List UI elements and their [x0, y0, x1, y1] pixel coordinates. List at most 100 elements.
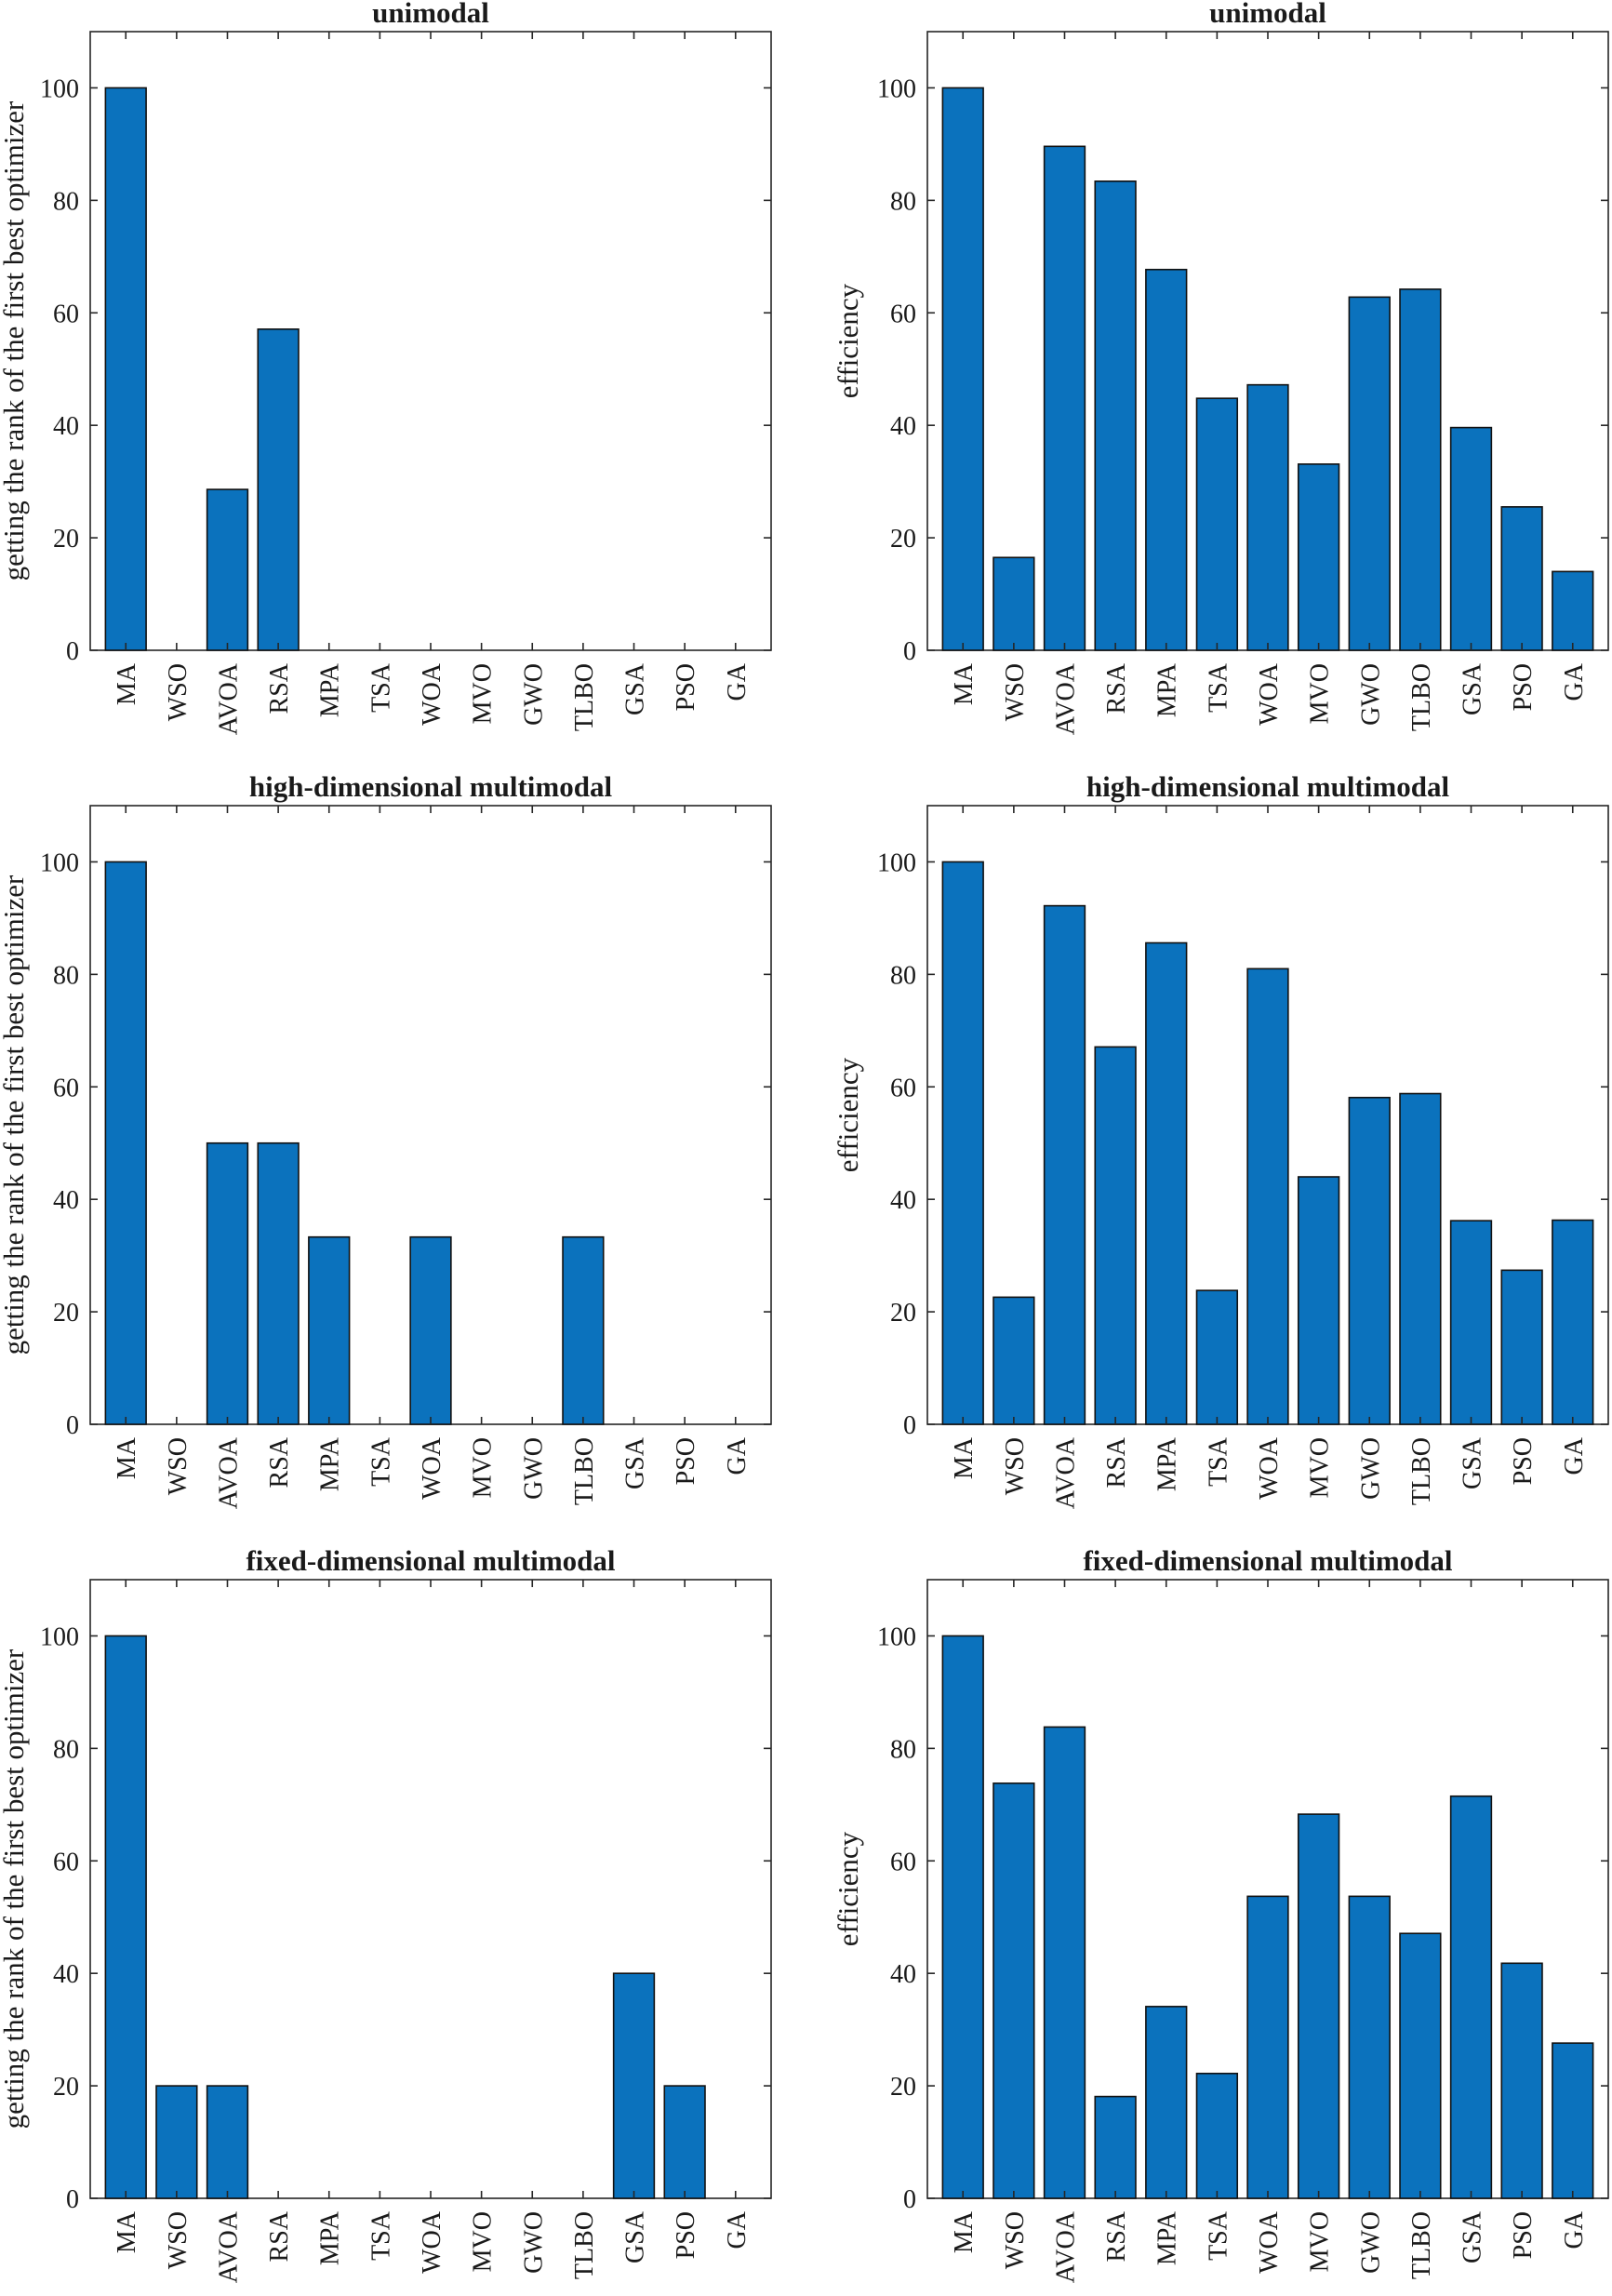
chart-panel-5: 0 20 40 60 80 100 MA WSO AVOA RSA MPA TSA WOA MVO GWO T…: [0, 1544, 772, 2283]
x-tick-label-pso: PSO: [672, 663, 700, 711]
bar-mvo: [1297, 1176, 1340, 1425]
chart-title: high-dimensional multimodal: [249, 770, 613, 803]
bar-pso: [1500, 506, 1543, 651]
bar-ma: [941, 1635, 984, 2199]
y-tick-label: 40: [890, 412, 916, 441]
bar-tsa: [1195, 2072, 1239, 2199]
x-tick-label-ma: MA: [950, 1436, 979, 1479]
x-tick-label-mvo: MVO: [469, 2211, 498, 2272]
bar-rsa: [257, 1141, 300, 1425]
x-tick-label-wso: WSO: [1001, 2211, 1030, 2269]
bar-ga: [1552, 1219, 1594, 1425]
x-tick-label-ga: GA: [723, 662, 752, 701]
bar-ma: [941, 861, 984, 1425]
bar-gsa: [1449, 1220, 1493, 1425]
y-tick-label: 60: [53, 1074, 79, 1102]
y-axis-label: efficiency: [832, 1831, 864, 1946]
y-tick-label: 60: [53, 300, 79, 328]
x-tick-label-tlbo: TLBO: [1407, 1437, 1436, 1505]
bar-avoa: [206, 2085, 249, 2199]
y-tick-label: 100: [877, 848, 916, 877]
x-tick-label-gwo: GWO: [1356, 2211, 1385, 2274]
bar-ma: [104, 1635, 147, 2199]
y-tick-label: 40: [53, 1960, 79, 1989]
bar-avoa: [206, 1141, 249, 1425]
y-tick-label: 40: [890, 1960, 916, 1989]
y-axis-label: efficiency: [832, 1057, 864, 1172]
bar-wso: [993, 1782, 1035, 2199]
x-tick-label-ma: MA: [950, 662, 979, 705]
y-tick-label: 20: [53, 1299, 79, 1328]
y-tick-label: 60: [890, 1074, 916, 1102]
y-tick-label: 20: [53, 2073, 79, 2102]
x-tick-label-avoa: AVOA: [214, 662, 243, 735]
x-tick-label-rsa: RSA: [265, 2210, 294, 2262]
bar-ga: [1552, 570, 1594, 651]
x-tick-label-ma: MA: [113, 2210, 141, 2253]
bar-tlbo: [1399, 1932, 1442, 2199]
x-tick-label-mvo: MVO: [469, 663, 498, 724]
x-tick-label-woa: WOA: [1255, 662, 1284, 726]
y-tick-label: 0: [903, 2185, 916, 2214]
x-tick-label-pso: PSO: [1509, 1437, 1538, 1485]
y-tick-label: 60: [53, 1848, 79, 1876]
y-tick-label: 60: [890, 1848, 916, 1876]
x-tick-label-gsa: GSA: [621, 662, 650, 715]
bar-gsa: [612, 1972, 656, 2199]
y-tick-label: 40: [53, 1186, 79, 1215]
x-tick-label-woa: WOA: [1255, 2210, 1284, 2274]
x-tick-label-pso: PSO: [672, 2211, 700, 2259]
x-tick-label-tlbo: TLBO: [570, 1437, 599, 1505]
x-tick-label-avoa: AVOA: [1051, 662, 1080, 735]
x-tick-label-ga: GA: [1560, 2210, 1589, 2249]
x-tick-label-rsa: RSA: [1102, 2210, 1131, 2262]
bar-gwo: [1348, 296, 1391, 651]
bar-pso: [1500, 1269, 1543, 1425]
bar-mvo: [1297, 1813, 1340, 2199]
y-tick-label: 20: [890, 1299, 916, 1328]
bar-tsa: [1195, 1289, 1239, 1425]
x-tick-label-wso: WSO: [1001, 1437, 1030, 1495]
x-tick-label-pso: PSO: [1509, 2211, 1538, 2259]
y-tick-label: 80: [53, 961, 79, 990]
y-tick-label: 0: [66, 2185, 79, 2214]
x-tick-label-ga: GA: [1560, 1436, 1589, 1475]
x-tick-label-tlbo: TLBO: [570, 663, 599, 731]
x-tick-label-gwo: GWO: [1356, 1437, 1385, 1500]
bar-ma: [941, 87, 984, 651]
x-tick-label-rsa: RSA: [265, 1436, 294, 1488]
bar-avoa: [1043, 1726, 1086, 2199]
x-tick-label-rsa: RSA: [265, 662, 294, 714]
x-tick-label-ma: MA: [113, 1436, 141, 1479]
x-tick-label-tlbo: TLBO: [1407, 663, 1436, 731]
x-tick-label-gsa: GSA: [1459, 1436, 1487, 1489]
y-tick-label: 20: [890, 525, 916, 554]
bar-ga: [1552, 2042, 1594, 2199]
x-tick-label-gwo: GWO: [519, 663, 548, 726]
y-tick-label: 100: [40, 1622, 79, 1651]
y-tick-label: 80: [890, 961, 916, 990]
x-tick-label-avoa: AVOA: [1051, 1436, 1080, 1509]
chart-title: fixed-dimensional multimodal: [1083, 1544, 1452, 1577]
bar-avoa: [1043, 904, 1086, 1425]
x-tick-label-pso: PSO: [1509, 663, 1538, 711]
y-tick-label: 40: [53, 412, 79, 441]
x-tick-label-wso: WSO: [164, 2211, 193, 2269]
x-tick-label-gwo: GWO: [519, 1437, 548, 1500]
bar-rsa: [1094, 2095, 1137, 2199]
bar-tlbo: [1399, 1092, 1442, 1425]
x-tick-label-mpa: MPA: [316, 2210, 345, 2265]
y-tick-label: 20: [53, 525, 79, 554]
x-tick-label-gwo: GWO: [519, 2211, 548, 2274]
x-tick-label-pso: PSO: [672, 1437, 700, 1485]
bar-mpa: [1145, 2006, 1188, 2199]
bar-woa: [1246, 1895, 1289, 2199]
chart-title: fixed-dimensional multimodal: [246, 1544, 615, 1577]
x-tick-label-tlbo: TLBO: [1407, 2211, 1436, 2279]
bar-wso: [155, 2085, 198, 2199]
y-tick-label: 80: [890, 187, 916, 216]
x-tick-label-mpa: MPA: [1153, 2210, 1182, 2265]
x-tick-label-wso: WSO: [1001, 663, 1030, 721]
x-tick-label-tsa: TSA: [366, 2210, 395, 2261]
y-tick-label: 80: [890, 1735, 916, 1764]
